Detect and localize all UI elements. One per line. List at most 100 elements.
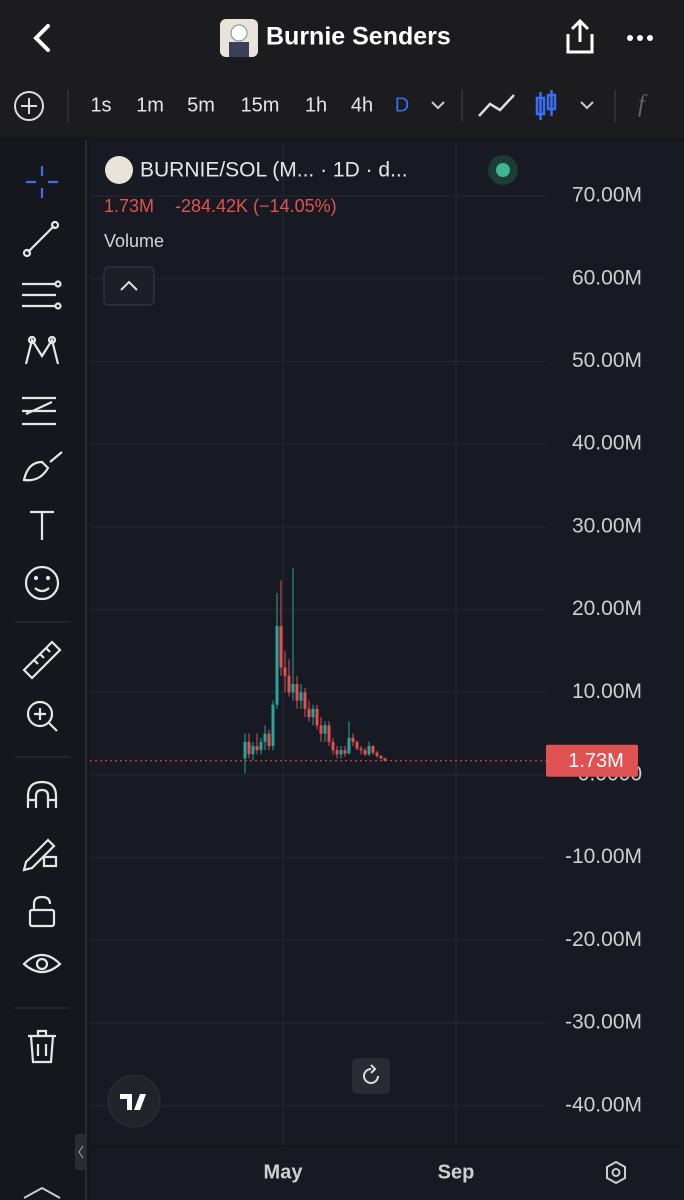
interval-button[interactable]: 15m: [241, 94, 280, 116]
candle-body: [379, 755, 383, 759]
candle-body: [371, 746, 375, 753]
sidebar: [0, 140, 85, 1200]
last-price: 1.73M: [104, 196, 154, 216]
candle-body: [283, 667, 287, 676]
brush-tool[interactable]: [22, 451, 63, 482]
indicators-button[interactable]: f: [638, 92, 648, 118]
sidebar-toggle-icon: [78, 1145, 84, 1159]
interval-button[interactable]: 1h: [305, 94, 327, 116]
candle-body: [279, 626, 283, 668]
magnet-tool[interactable]: [26, 780, 58, 808]
crosshair-tool[interactable]: [26, 166, 58, 198]
market-status: [496, 163, 510, 177]
candle-body: [319, 725, 323, 734]
toolbar: [0, 75, 684, 137]
candle-body: [343, 750, 347, 754]
candle-body: [271, 704, 275, 747]
candle-body: [323, 725, 327, 734]
candle-body: [331, 741, 335, 751]
candle-body: [363, 750, 367, 755]
candle-body: [355, 741, 359, 749]
candle-body: [291, 684, 295, 693]
zoom-tool[interactable]: [26, 700, 58, 732]
interval-button[interactable]: 5m: [187, 94, 215, 116]
candle-body: [275, 626, 279, 705]
visibility-tool[interactable]: [22, 953, 62, 974]
avatar-face: [230, 24, 248, 42]
interval-dropdown[interactable]: [431, 101, 445, 110]
candle-body: [339, 750, 343, 755]
y-tick-label: 30.00M: [572, 514, 642, 537]
candle-body: [351, 737, 355, 742]
candle-body: [287, 675, 291, 693]
share-button[interactable]: [566, 18, 594, 54]
chart-type-dropdown[interactable]: [580, 101, 594, 110]
candle-chart-button[interactable]: [535, 90, 557, 120]
legend: BURNIE/SOL (M... · 1D · d... 1.73M -284.…: [103, 155, 518, 306]
indicator-name: Volume: [104, 231, 164, 251]
add-button[interactable]: [14, 91, 44, 121]
price-change: -284.42K (−14.05%): [175, 196, 337, 216]
candle-body: [267, 733, 271, 747]
candle-body: [303, 692, 307, 709]
candle-body: [327, 725, 331, 742]
candle-body: [263, 733, 267, 742]
candle-body: [335, 750, 339, 755]
candle-body: [359, 748, 363, 751]
candle-body: [255, 746, 259, 751]
collapse-icon: [120, 280, 138, 291]
y-tick-label: 70.00M: [572, 184, 642, 207]
candle-body: [243, 741, 247, 759]
tv-logo[interactable]: [107, 1074, 161, 1128]
top-bar: [0, 0, 684, 75]
chart-area: [90, 143, 684, 1145]
sidebar-toggle[interactable]: [75, 1134, 87, 1170]
avatar-body: [229, 42, 249, 57]
y-tick-label: -10.00M: [565, 845, 642, 868]
symbol: BURNIE/SOL (M... · 1D · d...: [140, 159, 408, 182]
price-label: 1.73M: [568, 750, 624, 772]
candle-body: [367, 746, 371, 755]
forecast-tool[interactable]: [22, 396, 56, 426]
y-tick-label: 40.00M: [572, 432, 642, 455]
candle-body: [295, 684, 299, 701]
interval-button[interactable]: 4h: [351, 94, 373, 116]
page-title: Burnie Senders: [266, 23, 451, 51]
y-tick-label: 20.00M: [572, 597, 642, 620]
candle-body: [375, 752, 379, 756]
y-tick-label: -20.00M: [565, 928, 642, 951]
candle-body: [311, 708, 315, 718]
candle-body: [347, 737, 351, 754]
candle-body: [299, 692, 303, 701]
text-tool[interactable]: [30, 510, 54, 540]
back-button[interactable]: [33, 24, 50, 52]
candle-body: [315, 708, 319, 726]
interval-button[interactable]: D: [395, 94, 409, 116]
delete-tool[interactable]: [28, 1029, 56, 1064]
more-button[interactable]: [627, 35, 653, 41]
lock-tool[interactable]: [28, 895, 56, 928]
symbol-icon: [105, 156, 133, 184]
emoji-tool[interactable]: [24, 565, 60, 601]
settings-button[interactable]: [606, 1160, 626, 1185]
trendline-tool[interactable]: [22, 220, 60, 258]
candle-body: [247, 741, 251, 755]
interval-button[interactable]: 1s: [90, 94, 111, 116]
x-tick-label: Sep: [438, 1161, 475, 1183]
candle-body: [259, 741, 263, 751]
y-tick-label: -30.00M: [565, 1011, 642, 1034]
fib-tool[interactable]: [22, 280, 62, 310]
price-label-box: [546, 744, 638, 777]
candle-body: [383, 758, 387, 761]
candle-body: [251, 746, 255, 755]
candle-body: [307, 708, 311, 718]
y-tick-label: -40.00M: [565, 1093, 642, 1116]
reset-button[interactable]: [352, 1058, 390, 1094]
interval-button[interactable]: 1m: [136, 94, 164, 116]
collapse-button[interactable]: [103, 266, 155, 306]
line-chart-button[interactable]: [478, 94, 515, 117]
lock-drawings[interactable]: [22, 838, 58, 872]
pattern-tool[interactable]: [24, 335, 60, 365]
ruler-tool[interactable]: [22, 640, 62, 680]
